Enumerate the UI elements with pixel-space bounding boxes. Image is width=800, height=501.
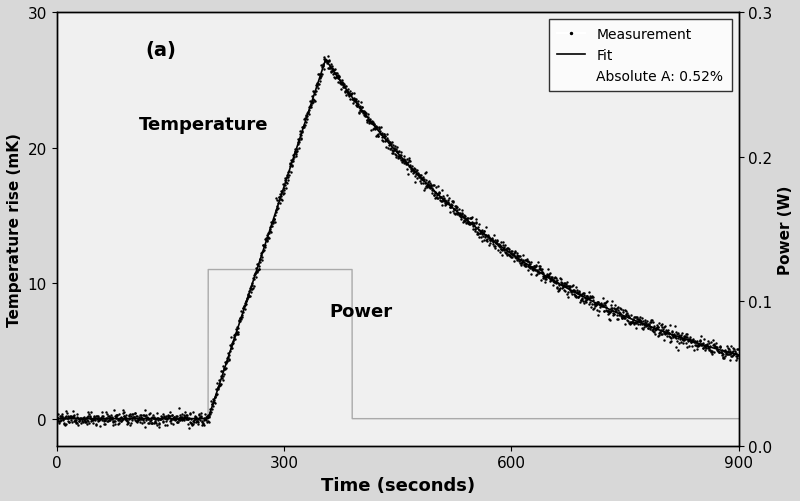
Text: Power: Power [330,302,393,320]
Measurement [185,425,194,431]
Measurement [307,99,317,105]
Fit [734,352,743,358]
Measurement [734,352,743,358]
Line: Measurement: Measurement [55,56,739,429]
Fit [590,300,600,306]
Fit [469,223,478,229]
Line: Fit: Fit [57,60,738,419]
Text: (a): (a) [146,41,176,60]
Measurement [330,76,340,82]
Measurement [334,75,344,81]
Y-axis label: Power (W): Power (W) [778,185,793,274]
Fit [722,349,732,355]
Measurement [91,413,101,419]
Fit [321,57,330,63]
Measurement [323,54,333,60]
Measurement [198,419,207,425]
X-axis label: Time (seconds): Time (seconds) [321,476,474,494]
Fit [91,416,101,422]
Text: Temperature: Temperature [138,116,268,134]
Measurement [518,253,527,259]
Measurement [52,414,62,420]
Y-axis label: Temperature rise (mK): Temperature rise (mK) [7,133,22,326]
Fit [52,416,62,422]
Fit [234,322,244,328]
Legend: Measurement, Fit, Absolute A: 0.52%: Measurement, Fit, Absolute A: 0.52% [549,20,731,92]
Fit [479,231,489,237]
